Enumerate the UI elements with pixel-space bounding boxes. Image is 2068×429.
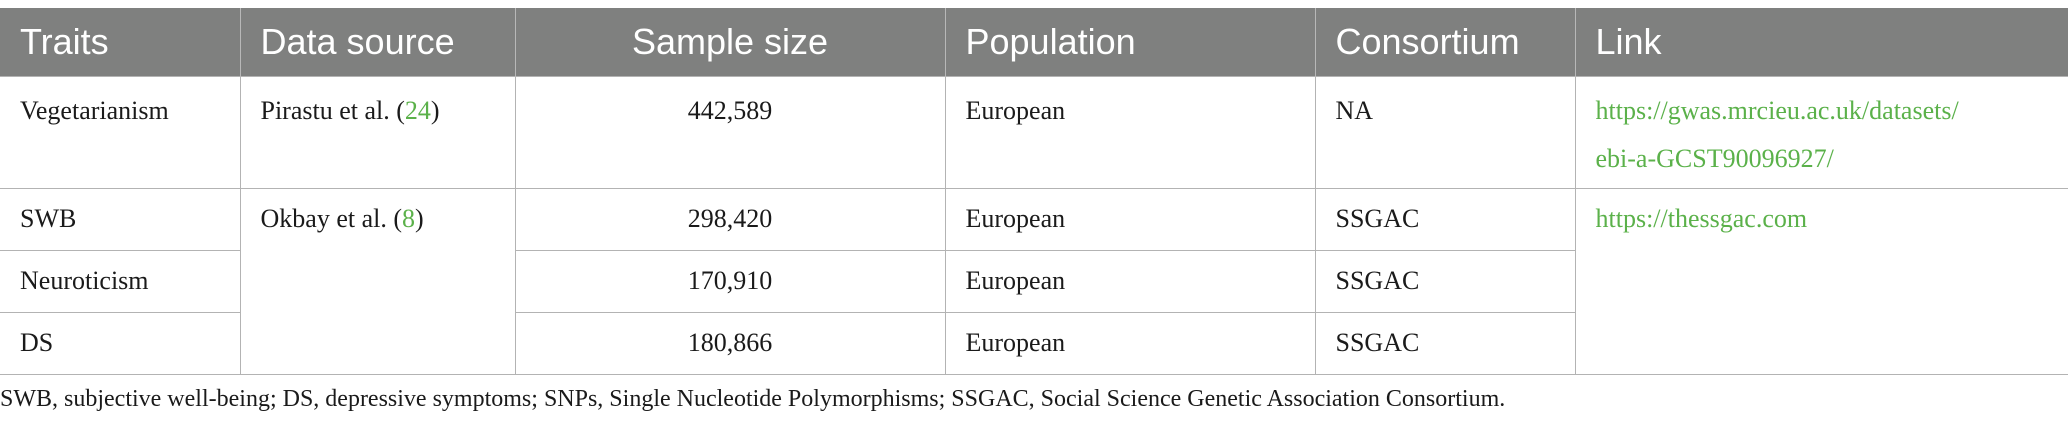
cell-trait: Neuroticism xyxy=(0,249,241,313)
table-footnote: SWB, subjective well-being; DS, depressi… xyxy=(0,386,1506,412)
cell-population: European xyxy=(944,311,1316,375)
source-author: Pirastu et al. ( xyxy=(260,95,405,125)
cell-population: European xyxy=(944,187,1316,251)
table-row: DS 180,866 European SSGAC xyxy=(0,311,2068,375)
header-traits: Traits xyxy=(0,8,241,76)
table-row: Vegetarianism Pirastu et al. (24) 442,58… xyxy=(0,75,2068,189)
cell-link: https://gwas.mrcieu.ac.uk/datasets/ebi-a… xyxy=(1574,75,2068,189)
reference-link[interactable]: 24 xyxy=(404,95,431,125)
cell-sample-size: 170,910 xyxy=(514,249,946,313)
cell-trait: Vegetarianism xyxy=(0,75,241,189)
source-close: ) xyxy=(415,203,424,233)
header-sample-size: Sample size xyxy=(515,8,946,76)
cell-consortium: SSGAC xyxy=(1314,311,1575,375)
cell-link: https://thessgac.com xyxy=(1574,187,2068,375)
source-author: Okbay et al. ( xyxy=(260,203,403,233)
data-table: Traits Data source Sample size Populatio… xyxy=(0,8,2068,375)
cell-population: European xyxy=(944,75,1316,189)
table-row: Neuroticism 170,910 European SSGAC xyxy=(0,249,2068,313)
table-row: SWB Okbay et al. (8) 298,420 European SS… xyxy=(0,187,2068,375)
header-row: Traits Data source Sample size Populatio… xyxy=(0,8,2068,76)
cell-consortium: SSGAC xyxy=(1314,249,1575,313)
cell-trait: DS xyxy=(0,311,241,375)
cell-sample-size: 180,866 xyxy=(514,311,946,375)
cell-sample-size: 298,420 xyxy=(514,187,946,251)
reference-link[interactable]: 8 xyxy=(402,203,416,233)
url-line-1: https://gwas.mrcieu.ac.uk/datasets/ xyxy=(1595,95,1959,125)
cell-data-source: Pirastu et al. (24) xyxy=(239,75,516,189)
table-header: Traits Data source Sample size Populatio… xyxy=(0,8,2068,76)
cell-data-source: Okbay et al. (8) xyxy=(239,187,516,375)
cell-consortium: NA xyxy=(1314,75,1576,189)
table-body: Vegetarianism Pirastu et al. (24) 442,58… xyxy=(0,75,2068,375)
url-line-2: ebi-a-GCST90096927/ xyxy=(1595,143,1834,173)
cell-sample-size: 442,589 xyxy=(514,75,946,189)
header-population: Population xyxy=(945,8,1316,76)
header-consortium: Consortium xyxy=(1315,8,1576,76)
header-data-source: Data source xyxy=(240,8,516,76)
cell-trait: SWB xyxy=(0,187,241,251)
ssgac-url-link[interactable]: https://thessgac.com xyxy=(1595,203,1808,233)
cell-population: European xyxy=(944,249,1316,313)
source-close: ) xyxy=(430,95,440,125)
dataset-url-link[interactable]: https://gwas.mrcieu.ac.uk/datasets/ebi-a… xyxy=(1596,96,1959,173)
header-link: Link xyxy=(1575,8,2068,76)
cell-consortium: SSGAC xyxy=(1314,187,1576,251)
